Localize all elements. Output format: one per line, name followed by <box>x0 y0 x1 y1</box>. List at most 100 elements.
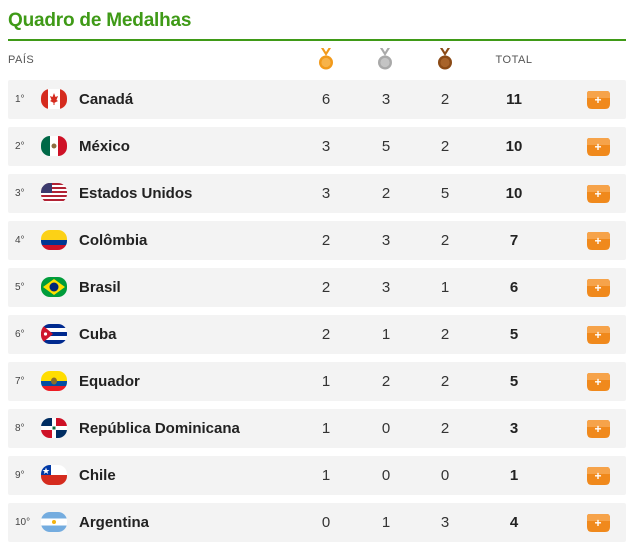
expand-plus-button[interactable]: + <box>585 136 611 157</box>
table-row: 3° Estados Unidos 3 2 5 10 + <box>8 174 626 213</box>
gold-count: 3 <box>321 138 331 155</box>
rank: 7° <box>15 376 25 387</box>
silver-count: 0 <box>381 420 391 437</box>
country-name: Estados Unidos <box>79 185 193 202</box>
country-name: Chile <box>79 467 116 484</box>
bronze-count: 3 <box>440 514 450 531</box>
silver-count: 2 <box>381 185 391 202</box>
column-header-total: TOTAL <box>495 54 533 66</box>
bronze-count: 2 <box>440 91 450 108</box>
argentina-flag-icon <box>41 512 67 532</box>
bronze-count: 2 <box>440 326 450 343</box>
dominican-republic-flag-icon <box>41 418 67 438</box>
rank: 10° <box>15 517 31 528</box>
country-name: República Dominicana <box>79 420 240 437</box>
plus-label: + <box>594 140 601 154</box>
country-name: Equador <box>79 373 140 390</box>
bronze-count: 5 <box>440 185 450 202</box>
rank: 3° <box>15 188 25 199</box>
page-title: Quadro de Medalhas <box>8 10 192 31</box>
table-header: PAÍS TOTAL <box>0 48 640 74</box>
table-row: 2° México 3 5 2 10 + <box>8 127 626 166</box>
gold-medal-icon <box>319 48 333 70</box>
bronze-medal-icon <box>438 48 452 70</box>
colombia-flag-icon <box>41 230 67 250</box>
rank: 4° <box>15 235 25 246</box>
expand-plus-button[interactable]: + <box>585 324 611 345</box>
plus-label: + <box>594 469 601 483</box>
gold-count: 0 <box>321 514 331 531</box>
total-count: 4 <box>509 514 519 531</box>
silver-count: 0 <box>381 467 391 484</box>
total-count: 11 <box>506 91 522 108</box>
bronze-count: 0 <box>440 467 450 484</box>
plus-label: + <box>594 234 601 248</box>
mexico-flag-icon <box>41 136 67 156</box>
plus-label: + <box>594 281 601 295</box>
gold-count: 2 <box>321 326 331 343</box>
plus-label: + <box>594 375 601 389</box>
gold-count: 2 <box>321 232 331 249</box>
expand-plus-button[interactable]: + <box>585 89 611 110</box>
column-header-country: PAÍS <box>8 54 35 66</box>
bronze-count: 1 <box>440 279 450 296</box>
silver-medal-icon <box>378 48 392 70</box>
silver-count: 3 <box>381 232 391 249</box>
table-row: 1° Canadá 6 3 2 11 + <box>8 80 626 119</box>
country-name: Argentina <box>79 514 150 531</box>
expand-plus-button[interactable]: + <box>585 277 611 298</box>
gold-count: 1 <box>321 373 331 390</box>
gold-count: 3 <box>321 185 331 202</box>
total-count: 10 <box>505 185 523 202</box>
country-name: Colômbia <box>79 232 148 249</box>
silver-count: 1 <box>381 514 391 531</box>
expand-plus-button[interactable]: + <box>585 371 611 392</box>
expand-plus-button[interactable]: + <box>585 465 611 486</box>
bronze-count: 2 <box>440 232 450 249</box>
title-divider <box>8 39 626 41</box>
rank: 6° <box>15 329 25 340</box>
total-count: 10 <box>505 138 523 155</box>
country-name: Canadá <box>79 91 134 108</box>
table-row: 10° Argentina 0 1 3 4 + <box>8 503 626 542</box>
rank: 8° <box>15 423 25 434</box>
total-count: 7 <box>509 232 519 249</box>
rank: 9° <box>15 470 25 481</box>
country-name: Brasil <box>79 279 121 296</box>
chile-flag-icon <box>41 465 67 485</box>
gold-count: 1 <box>321 467 331 484</box>
total-count: 6 <box>509 279 519 296</box>
expand-plus-button[interactable]: + <box>585 418 611 439</box>
table-row: 7° Equador 1 2 2 5 + <box>8 362 626 401</box>
bronze-count: 2 <box>440 420 450 437</box>
country-name: Cuba <box>79 326 117 343</box>
plus-label: + <box>594 187 601 201</box>
country-name: México <box>79 138 130 155</box>
plus-label: + <box>594 422 601 436</box>
cuba-flag-icon <box>41 324 67 344</box>
canada-flag-icon <box>41 89 67 109</box>
total-count: 5 <box>509 373 519 390</box>
usa-flag-icon <box>41 183 67 203</box>
expand-plus-button[interactable]: + <box>585 183 611 204</box>
silver-count: 3 <box>381 91 391 108</box>
total-count: 1 <box>509 467 519 484</box>
expand-plus-button[interactable]: + <box>585 230 611 251</box>
silver-count: 3 <box>381 279 391 296</box>
total-count: 5 <box>509 326 519 343</box>
rank: 5° <box>15 282 25 293</box>
plus-label: + <box>594 328 601 342</box>
expand-plus-button[interactable]: + <box>585 512 611 533</box>
table-row: 9° Chile 1 0 0 1 + <box>8 456 626 495</box>
silver-count: 1 <box>381 326 391 343</box>
brazil-flag-icon <box>41 277 67 297</box>
table-row: 4° Colômbia 2 3 2 7 + <box>8 221 626 260</box>
total-count: 3 <box>509 420 519 437</box>
rank: 2° <box>15 141 25 152</box>
plus-label: + <box>594 93 601 107</box>
gold-count: 1 <box>321 420 331 437</box>
gold-count: 6 <box>321 91 331 108</box>
gold-count: 2 <box>321 279 331 296</box>
table-row: 8° República Dominicana 1 0 2 3 + <box>8 409 626 448</box>
bronze-count: 2 <box>440 138 450 155</box>
